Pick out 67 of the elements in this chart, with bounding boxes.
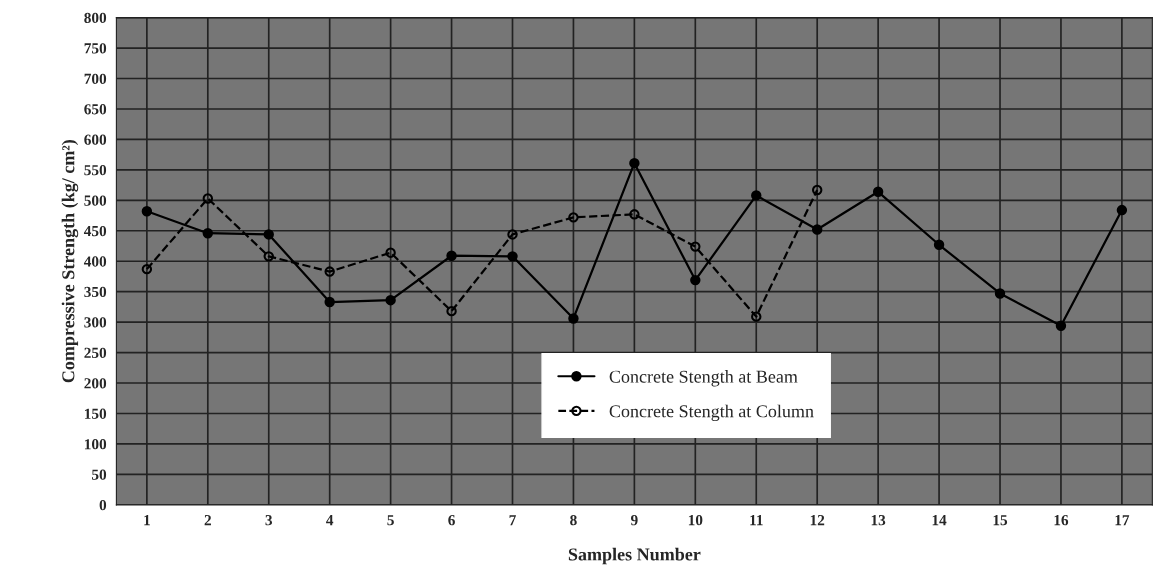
y-tick-label: 500 — [84, 195, 107, 206]
y-tick-label: 800 — [84, 12, 107, 24]
point — [690, 241, 701, 252]
x-axis-title: Samples Number — [568, 547, 701, 565]
point — [751, 311, 762, 322]
x-tick-label: 6 — [448, 515, 455, 526]
point — [1116, 204, 1128, 216]
x-tick-label: 10 — [688, 514, 703, 526]
point — [568, 212, 579, 223]
point — [690, 274, 701, 286]
x-tick-label: 16 — [1054, 515, 1069, 526]
y-tick-label: 550 — [84, 165, 107, 176]
point — [507, 251, 518, 262]
x-tick-label: 3 — [265, 515, 273, 526]
point — [446, 250, 457, 261]
x-tick-label: 14 — [932, 515, 947, 526]
y-tick-label: 450 — [83, 225, 107, 237]
x-tick-label: 13 — [871, 515, 886, 526]
y-tick-label: 600 — [84, 134, 107, 145]
y-tick-label: 650 — [84, 104, 107, 115]
y-tick-label: 300 — [84, 317, 107, 328]
x-tick-label: 8 — [570, 514, 577, 526]
point — [811, 224, 823, 235]
point — [507, 229, 518, 240]
point — [568, 313, 579, 324]
legend-label: Concrete Stength at Column — [609, 404, 814, 422]
x-tick-label: 12 — [810, 515, 825, 526]
point — [141, 263, 153, 275]
legend-label: Concrete Stength at Beam — [609, 370, 798, 387]
y-tick-label: 400 — [83, 256, 107, 267]
point — [202, 193, 214, 204]
x-tick-label: 5 — [387, 515, 394, 526]
point — [263, 229, 274, 240]
x-tick-label: 17 — [1115, 515, 1130, 526]
x-tick-label: 4 — [326, 515, 334, 526]
y-tick-label: 250 — [84, 347, 107, 359]
point — [141, 206, 153, 217]
x-tick-label: 7 — [509, 515, 516, 526]
x-tick-label: 9 — [630, 515, 638, 526]
point — [994, 288, 1006, 299]
y-axis-title: Compressive Strength (kg/ cm²) — [61, 140, 79, 383]
point — [811, 184, 823, 196]
y-tick-label: 350 — [84, 286, 107, 298]
point — [385, 247, 396, 258]
point — [324, 296, 335, 308]
point — [385, 294, 396, 306]
y-tick-label: 0 — [99, 499, 107, 511]
y-tick-label: 100 — [84, 439, 107, 450]
point — [263, 251, 274, 262]
y-tick-label: 150 — [84, 408, 107, 419]
y-tick-label: 750 — [84, 43, 107, 54]
point — [202, 227, 214, 239]
point — [629, 209, 640, 220]
x-tick-label: 1 — [144, 515, 150, 526]
x-tick-label: 11 — [750, 515, 763, 526]
x-tick-label: 15 — [993, 515, 1008, 526]
point — [1055, 320, 1067, 331]
point — [324, 266, 335, 277]
point — [629, 157, 640, 169]
point — [872, 186, 884, 197]
x-tick-label: 2 — [204, 515, 211, 526]
y-tick-label: 50 — [92, 469, 107, 480]
y-tick-label: 700 — [84, 73, 107, 84]
y-tick-label: 200 — [84, 378, 107, 389]
point — [751, 190, 762, 201]
point — [446, 305, 457, 317]
point — [933, 239, 945, 250]
